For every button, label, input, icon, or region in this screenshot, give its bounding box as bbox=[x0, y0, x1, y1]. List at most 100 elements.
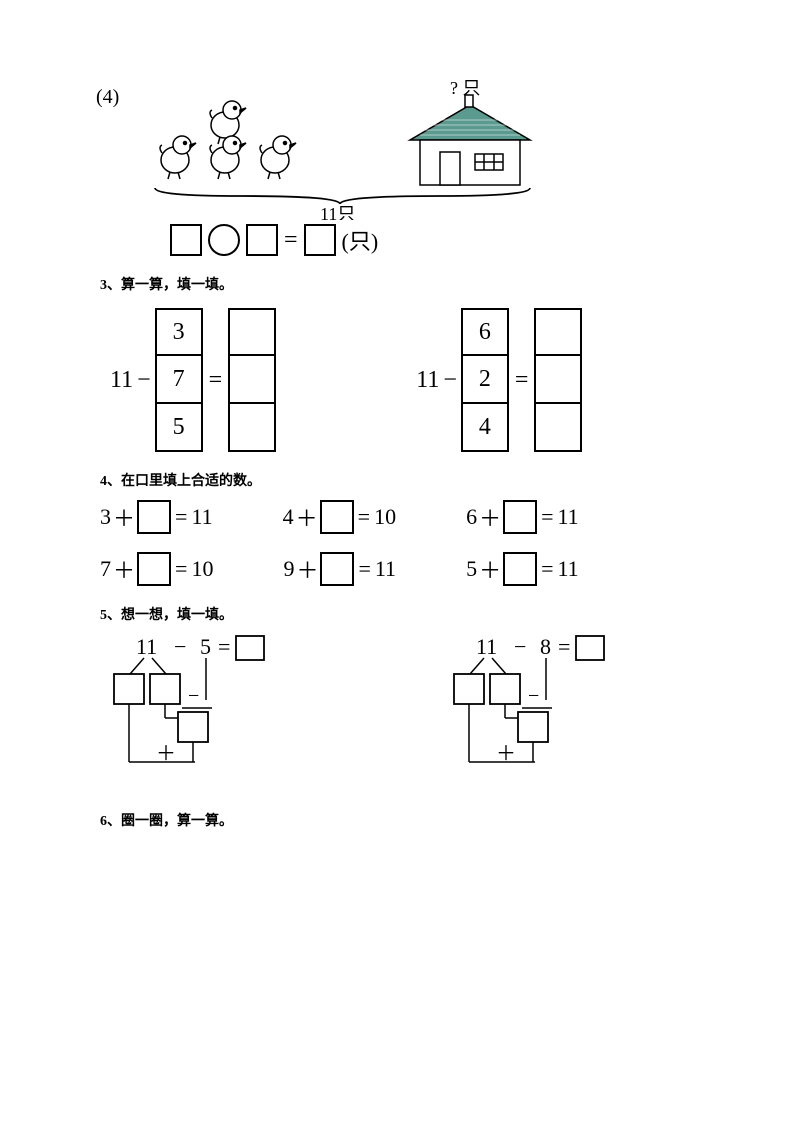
p5-left-subminus: − bbox=[188, 685, 199, 707]
p4-eq-1-2: 5＋ =11 bbox=[466, 552, 579, 586]
p3-right-ans-1[interactable] bbox=[534, 356, 582, 404]
problem-5: 5、想一想，填一填。 11 − 5 = − bbox=[100, 604, 700, 792]
p5-right-box2 bbox=[490, 674, 520, 704]
p3-left-cell-2: 5 bbox=[155, 404, 203, 452]
p5-right-subminus: − bbox=[528, 685, 539, 707]
p4-eq-0-1: 4＋ =10 bbox=[283, 500, 396, 534]
p4-blank[interactable] bbox=[503, 552, 537, 586]
p5-right-plus: ＋ bbox=[496, 743, 516, 765]
blank-circle-op[interactable] bbox=[208, 224, 240, 256]
p3-left-ans-1[interactable] bbox=[228, 356, 276, 404]
p5-right-b: 8 bbox=[540, 634, 551, 659]
p3-left-eq: = bbox=[209, 367, 223, 394]
equation-row: = (只) bbox=[170, 224, 700, 256]
p3-right-cell-0: 6 bbox=[461, 308, 509, 356]
equals-sign: = bbox=[541, 504, 553, 530]
p5-left-box3 bbox=[178, 712, 208, 742]
plus-sign: ＋ bbox=[479, 501, 501, 533]
p4-result: 10 bbox=[191, 556, 213, 582]
equals-sign: = bbox=[284, 227, 298, 254]
total-label: 11只 bbox=[320, 204, 355, 220]
p5-right-svg: 11 − 8 = − ＋ bbox=[440, 632, 640, 792]
problem-3: 3、算一算，填一填。 11 − 3 7 5 = 11 bbox=[100, 274, 700, 452]
p5-right-box1 bbox=[454, 674, 484, 704]
problem-6: 6、圈一圈，算一算。 bbox=[100, 810, 700, 830]
problem-number: (4) bbox=[96, 86, 119, 109]
p5-left-box1 bbox=[114, 674, 144, 704]
p4-blank[interactable] bbox=[137, 500, 171, 534]
p3-right-minus: − bbox=[443, 367, 457, 394]
plus-sign: ＋ bbox=[296, 501, 318, 533]
equals-sign: = bbox=[541, 556, 553, 582]
p4-result: 11 bbox=[191, 504, 212, 530]
p4-a: 5 bbox=[466, 556, 477, 582]
blank-box-2[interactable] bbox=[246, 224, 278, 256]
p4-a: 7 bbox=[100, 556, 111, 582]
p5-left-minus: − bbox=[174, 634, 186, 659]
problem-3-right: 11 − 6 2 4 = bbox=[416, 308, 582, 452]
p3-right-cell-1: 2 bbox=[461, 356, 509, 404]
p4-a: 6 bbox=[466, 504, 477, 530]
p5-right-eq: = bbox=[558, 634, 570, 659]
plus-sign: ＋ bbox=[479, 553, 501, 585]
p5-right-result-box bbox=[576, 636, 604, 660]
p5-left-plus: ＋ bbox=[156, 743, 176, 765]
problem-3-left: 11 − 3 7 5 = bbox=[110, 308, 276, 452]
p3-right-eq: = bbox=[515, 367, 529, 394]
chicks-house-illustration: ? 只 11只 bbox=[140, 80, 560, 220]
problem-5-title: 5、想一想，填一填。 bbox=[100, 604, 700, 624]
equals-sign: = bbox=[358, 504, 370, 530]
question-label: ? 只 bbox=[450, 80, 481, 98]
p4-eq-1-1: 9＋ =11 bbox=[283, 552, 396, 586]
p3-left-minus: − bbox=[137, 367, 151, 394]
plus-sign: ＋ bbox=[113, 501, 135, 533]
p3-right-ans-2[interactable] bbox=[534, 404, 582, 452]
p3-left-cell-1: 7 bbox=[155, 356, 203, 404]
p4-result: 11 bbox=[558, 504, 579, 530]
p5-right-box3 bbox=[518, 712, 548, 742]
p5-left-box2 bbox=[150, 674, 180, 704]
p5-left-eq: = bbox=[218, 634, 230, 659]
p5-left-b: 5 bbox=[200, 634, 211, 659]
blank-box-3[interactable] bbox=[304, 224, 336, 256]
p5-left-a: 11 bbox=[136, 634, 157, 659]
problem-4-title: 4、在口里填上合适的数。 bbox=[100, 470, 700, 490]
p4-result: 11 bbox=[558, 556, 579, 582]
p4-blank[interactable] bbox=[137, 552, 171, 586]
plus-sign: ＋ bbox=[113, 553, 135, 585]
problem-6-title: 6、圈一圈，算一算。 bbox=[100, 810, 700, 830]
plus-sign: ＋ bbox=[296, 553, 318, 585]
p4-blank[interactable] bbox=[503, 500, 537, 534]
p4-blank[interactable] bbox=[320, 552, 354, 586]
p4-blank[interactable] bbox=[320, 500, 354, 534]
p3-left-ans-2[interactable] bbox=[228, 404, 276, 452]
blank-box-1[interactable] bbox=[170, 224, 202, 256]
p4-a: 4 bbox=[283, 504, 294, 530]
p3-left-cell-0: 3 bbox=[155, 308, 203, 356]
p5-left-result-box bbox=[236, 636, 264, 660]
equals-sign: = bbox=[175, 504, 187, 530]
p5-right-a: 11 bbox=[476, 634, 497, 659]
p3-left-11: 11 bbox=[110, 367, 133, 394]
p4-eq-1-0: 7＋ =10 bbox=[100, 552, 213, 586]
unit-suffix: (只) bbox=[342, 224, 379, 256]
equals-sign: = bbox=[175, 556, 187, 582]
problem-4: 4、在口里填上合适的数。 3＋=114＋=106＋=117＋=109＋=115＋… bbox=[100, 470, 700, 586]
p5-right-minus: − bbox=[514, 634, 526, 659]
equals-sign: = bbox=[358, 556, 370, 582]
p4-eq-0-0: 3＋ =11 bbox=[100, 500, 213, 534]
problem-3-title: 3、算一算，填一填。 bbox=[100, 274, 700, 294]
p3-right-ans-0[interactable] bbox=[534, 308, 582, 356]
p5-left-svg: 11 − 5 = − bbox=[100, 632, 300, 792]
problem-4-picture: (4) bbox=[100, 80, 700, 256]
p3-left-ans-0[interactable] bbox=[228, 308, 276, 356]
p4-result: 10 bbox=[374, 504, 396, 530]
p5-right-group: 11 − 8 = − ＋ bbox=[440, 632, 640, 792]
p4-a: 9 bbox=[283, 556, 294, 582]
p3-right-cell-2: 4 bbox=[461, 404, 509, 452]
p4-a: 3 bbox=[100, 504, 111, 530]
p5-left-group: 11 − 5 = − bbox=[100, 632, 300, 792]
p4-result: 11 bbox=[375, 556, 396, 582]
p3-right-11: 11 bbox=[416, 367, 439, 394]
p4-eq-0-2: 6＋ =11 bbox=[466, 500, 579, 534]
